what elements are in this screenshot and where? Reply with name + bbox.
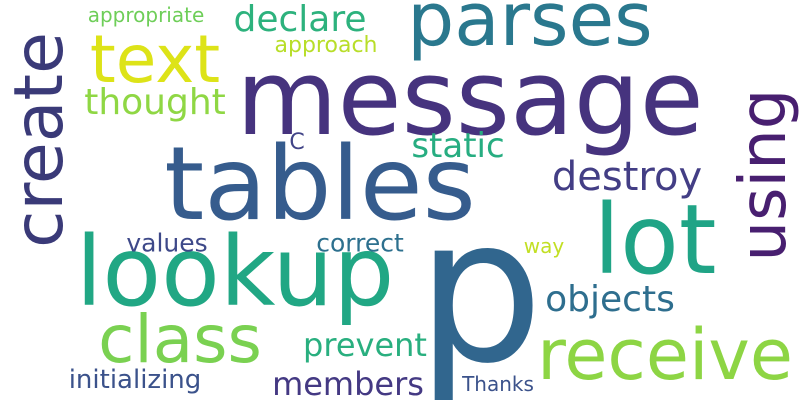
word-declare: declare <box>233 0 367 40</box>
word-way: way <box>523 234 565 258</box>
word-values: values <box>126 228 208 258</box>
word-initializing: initializing <box>68 365 202 395</box>
word-members: members <box>272 365 424 400</box>
word-prevent: prevent <box>303 326 427 364</box>
word-class: class <box>98 301 262 378</box>
word-c: C <box>289 130 305 155</box>
word-receive: using <box>727 88 800 262</box>
word-parses: parses <box>407 0 653 63</box>
word-tables: tables <box>164 125 476 244</box>
word-create: create <box>0 32 79 248</box>
word-using: receive <box>537 314 793 396</box>
word-correct: correct <box>316 228 404 258</box>
word-p: p <box>416 175 544 400</box>
word-objects: objects <box>545 279 675 320</box>
word-text: text <box>89 21 221 98</box>
word-lookup: lookup <box>75 216 395 328</box>
word-approach: approach <box>274 33 378 58</box>
word-static: static <box>411 126 505 166</box>
word-destroy: destroy <box>551 154 703 200</box>
word-lot: lot <box>593 184 717 296</box>
word-message: message <box>236 37 704 159</box>
word-appropriate: appropriate <box>87 3 205 27</box>
word-thanks: Thanks <box>462 372 534 396</box>
word-thought: thought <box>84 82 226 123</box>
